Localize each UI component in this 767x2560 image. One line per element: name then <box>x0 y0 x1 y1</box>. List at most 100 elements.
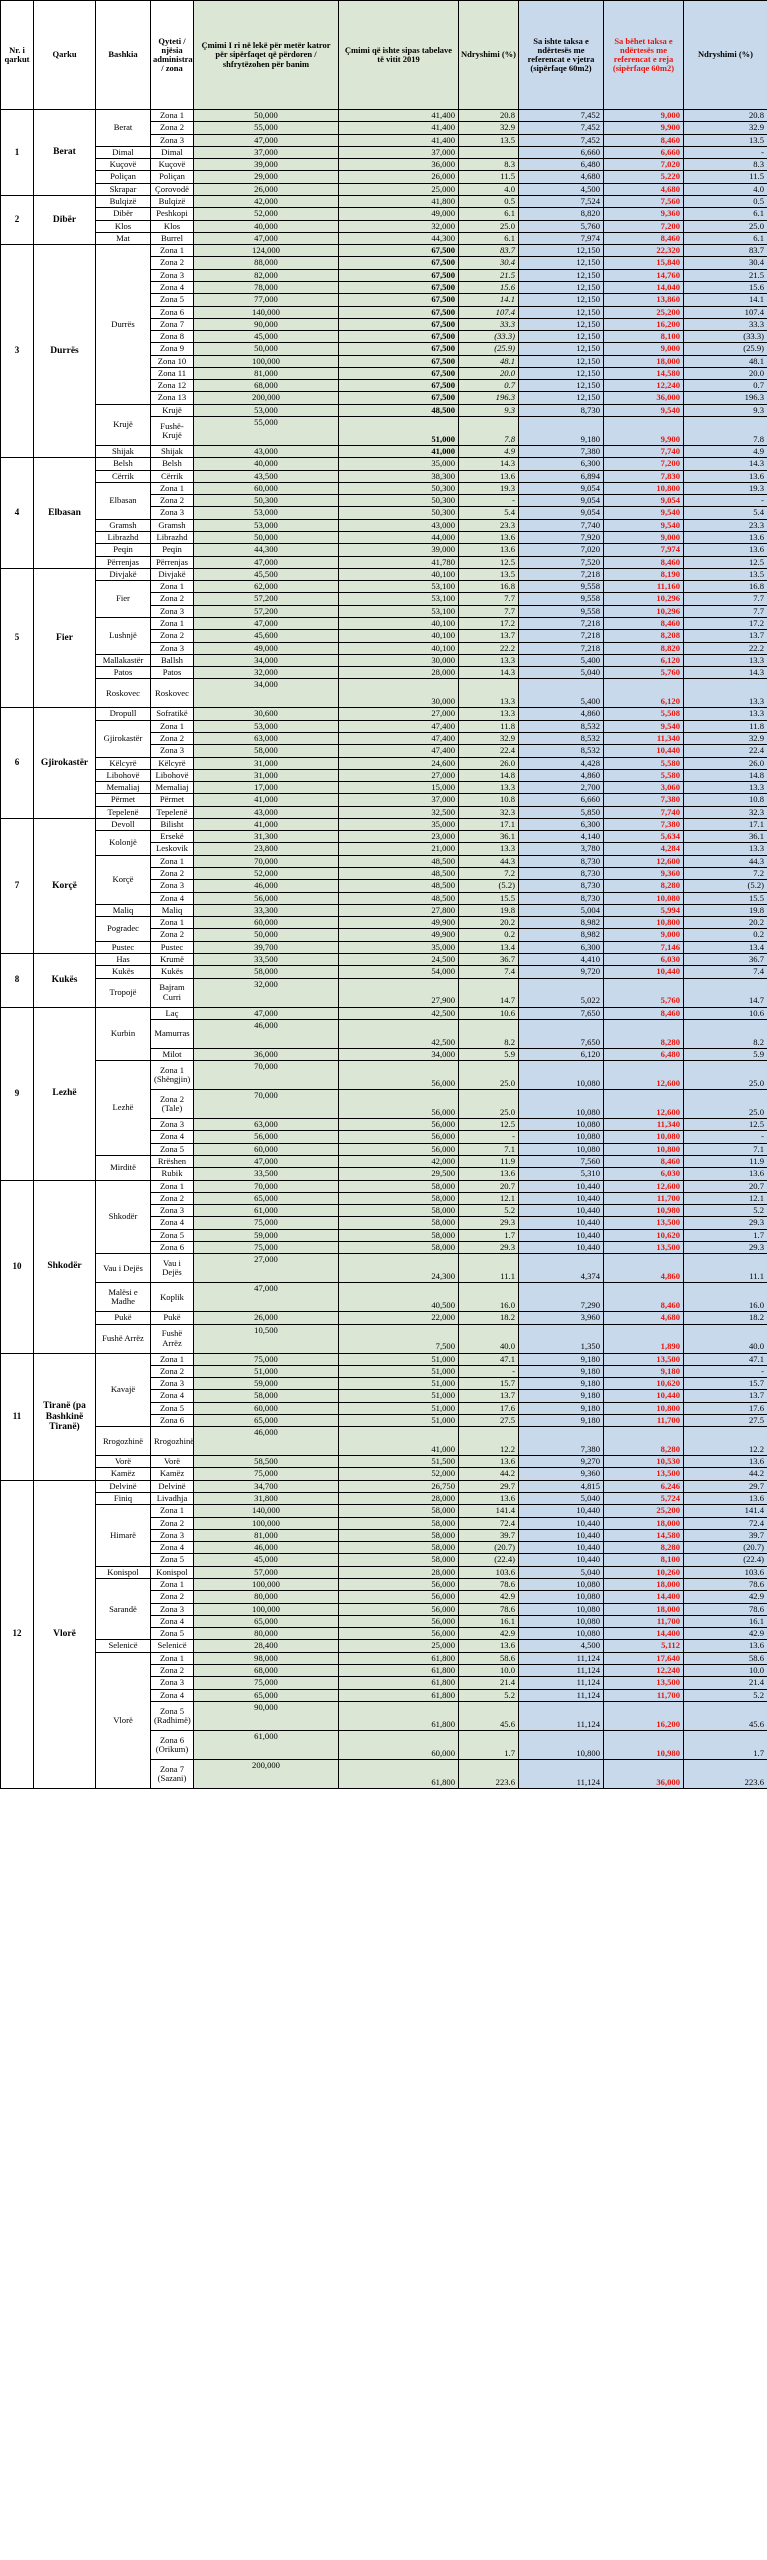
cell-njesia-zona: Zona 5 <box>150 1142 194 1156</box>
table-row: Zona 3 61,000 58,000 5.2 10,440 10,980 5.2 <box>1 1204 767 1218</box>
cell-njesia-zona: Shijak <box>150 445 194 459</box>
cell-njesia-zona: Zona 2 <box>150 928 194 942</box>
cell-ndryshimi-cmimi: 20.7 <box>458 1179 519 1193</box>
cell-ndryshimi-taksa: 6.1 <box>683 231 767 246</box>
cell-taksa-re: 10,530 <box>603 1455 684 1469</box>
cell-ndryshimi-cmimi: 83.7 <box>458 244 519 258</box>
cell-bashkia: Vorë <box>95 1455 151 1469</box>
cell-cmimi-2019: 24,500 <box>338 952 459 967</box>
cell-ndryshimi-cmimi: 103.6 <box>458 1565 519 1580</box>
cell-taksa-re: 7,020 <box>603 158 684 172</box>
cell-ndryshimi-taksa: 13.5 <box>683 567 767 582</box>
cell-taksa-vjeter: 10,080 <box>518 1089 604 1120</box>
col-header-cmimi-2019: Çmimi që ishte sipas tabelave të vitit 2… <box>338 0 459 110</box>
cell-cmimi-2019: 28,000 <box>338 1565 459 1580</box>
cell-ndryshimi-taksa: 13.3 <box>683 678 767 709</box>
cell-taksa-vjeter: 9,054 <box>518 481 604 496</box>
cell-taksa-re: 13,860 <box>603 293 684 307</box>
cell-ndryshimi-taksa: 19.8 <box>683 903 767 918</box>
cell-ndryshimi-cmimi: 14.7 <box>458 977 519 1008</box>
table-row: Leskovik 23,800 21,000 13.3 3,780 4,284 13.3 <box>1 842 767 856</box>
table-row: Selenicë Selenicë 28,400 25,000 13.6 4,500 5,1… <box>1 1639 767 1653</box>
cell-njesia-zona: Zona 3 <box>150 1118 194 1132</box>
cell-cmimi-2019: 58,000 <box>338 1553 459 1567</box>
table-row: Rrogozhinë Rrogozhinë 46,000 41,000 12.2 7,38… <box>1 1426 767 1457</box>
cell-taksa-re: 12,240 <box>603 1663 684 1678</box>
cell-bashkia: Maliq <box>95 903 151 918</box>
cell-cmimi-ri: 55,000 <box>193 121 339 135</box>
table-row: Kukës Kukës 58,000 54,000 7.4 9,720 10,440 7.4 <box>1 965 767 979</box>
cell-ndryshimi-cmimi: 11.1 <box>458 1253 519 1284</box>
cell-taksa-re: 7,974 <box>603 543 684 557</box>
cell-taksa-re: 10,440 <box>603 965 684 979</box>
cell-ndryshimi-taksa: 22.2 <box>683 641 767 655</box>
cell-taksa-vjeter: 4,860 <box>518 707 604 721</box>
cell-njesia-zona: Vau i Dejës <box>150 1253 194 1284</box>
cell-ndryshimi-taksa: 13.3 <box>683 707 767 721</box>
cell-taksa-re: 12,600 <box>603 1179 684 1193</box>
property-reference-price-table: Nr. i qarkut Qarku Bashkia Qyteti / njës… <box>0 0 767 1789</box>
cell-taksa-vjeter: 12,150 <box>518 379 604 393</box>
cell-cmimi-2019: 32,000 <box>338 219 459 233</box>
cell-bashkia: Shkodër <box>95 1179 151 1255</box>
table-row: Dimal Dimal 37,000 37,000 6,660 6,660- <box>1 145 767 160</box>
cell-taksa-re: 8,460 <box>603 231 684 246</box>
cell-bashkia: Pustec <box>95 940 151 955</box>
cell-ndryshimi-cmimi: 4.9 <box>458 445 519 459</box>
cell-bashkia: Dibër <box>95 207 151 221</box>
table-row: Korçë Zona 1 70,000 48,500 44.3 8,730 12,600 44… <box>1 854 767 905</box>
cell-ndryshimi-cmimi: 40.0 <box>458 1323 519 1354</box>
cell-cmimi-2019: 56,000 <box>338 1118 459 1132</box>
cell-taksa-vjeter: 12,150 <box>518 317 604 332</box>
cell-taksa-vjeter: 11,124 <box>518 1688 604 1702</box>
cell-ndryshimi-taksa: 14.1 <box>683 293 767 307</box>
cell-ndryshimi-taksa: 25.0 <box>683 219 767 233</box>
cell-taksa-re: 7,560 <box>603 194 684 209</box>
cell-cmimi-ri: 39,700 <box>193 940 339 955</box>
cell-ndryshimi-taksa: 8.2 <box>683 1018 767 1049</box>
cell-cmimi-2019: 37,000 <box>338 145 459 160</box>
cell-ndryshimi-cmimi: (33.3) <box>458 330 519 344</box>
cell-taksa-re: 12,600 <box>603 1089 684 1120</box>
cell-taksa-vjeter: 4,140 <box>518 830 604 844</box>
cell-cmimi-ri: 33,500 <box>193 952 339 967</box>
cell-njesia-zona: Zona 6 <box>150 1240 194 1255</box>
cell-njesia-zona: Gramsh <box>150 518 194 533</box>
cell-cmimi-ri: 34,000 <box>193 653 339 668</box>
cell-taksa-vjeter: 7,452 <box>518 133 604 147</box>
cell-ndryshimi-cmimi: 13.3 <box>458 707 519 721</box>
cell-njesia-zona: Zona 13 <box>150 391 194 405</box>
cell-taksa-re: 16,200 <box>603 317 684 332</box>
cell-cmimi-2019: 61,800 <box>338 1758 459 1789</box>
cell-ndryshimi-cmimi: 223.6 <box>458 1758 519 1789</box>
cell-ndryshimi-taksa: 13.6 <box>683 1639 767 1653</box>
cell-cmimi-2019: 26,000 <box>338 170 459 184</box>
cell-njesia-zona: Zona 3 <box>150 1377 194 1391</box>
cell-ndryshimi-taksa: 16.0 <box>683 1282 767 1313</box>
cell-taksa-vjeter: 8,730 <box>518 403 604 418</box>
cell-ndryshimi-taksa: 103.6 <box>683 1565 767 1580</box>
cell-cmimi-2019: 34,000 <box>338 1047 459 1062</box>
cell-bashkia: Fushë Arrëz <box>95 1323 151 1354</box>
cell-cmimi-2019: 44,300 <box>338 231 459 246</box>
cell-taksa-vjeter: 5,310 <box>518 1167 604 1181</box>
cell-taksa-vjeter: 12,150 <box>518 366 604 381</box>
cell-taksa-vjeter: 7,452 <box>518 108 604 123</box>
cell-bashkia: Berat <box>95 109 151 147</box>
cell-cmimi-ri: 100,000 <box>193 1516 339 1530</box>
cell-taksa-vjeter: 7,740 <box>518 518 604 533</box>
cell-ndryshimi-taksa: 40.0 <box>683 1323 767 1354</box>
table-row: Zona 3 75,000 61,800 21.4 11,124 13,500 21.4 <box>1 1676 767 1690</box>
cell-ndryshimi-taksa: 10.6 <box>683 1006 767 1020</box>
cell-taksa-vjeter: 9,180 <box>518 1413 604 1428</box>
cell-bashkia: Lushnjë <box>95 616 151 655</box>
cell-cmimi-ri: 45,500 <box>193 567 339 582</box>
cell-cmimi-2019: 58,000 <box>338 1179 459 1193</box>
cell-cmimi-2019: 53,100 <box>338 580 459 594</box>
cell-ndryshimi-cmimi: 0.5 <box>458 194 519 209</box>
cell-ndryshimi-cmimi: 17.6 <box>458 1401 519 1415</box>
cell-qarku: Vlorë <box>33 1479 96 1789</box>
cell-taksa-vjeter: 7,650 <box>518 1006 604 1020</box>
cell-taksa-vjeter: 4,815 <box>518 1479 604 1494</box>
table-row: 3 Durrës Durrës Zona 1 124,000 67,500 83.7 12,1… <box>0 244 767 459</box>
